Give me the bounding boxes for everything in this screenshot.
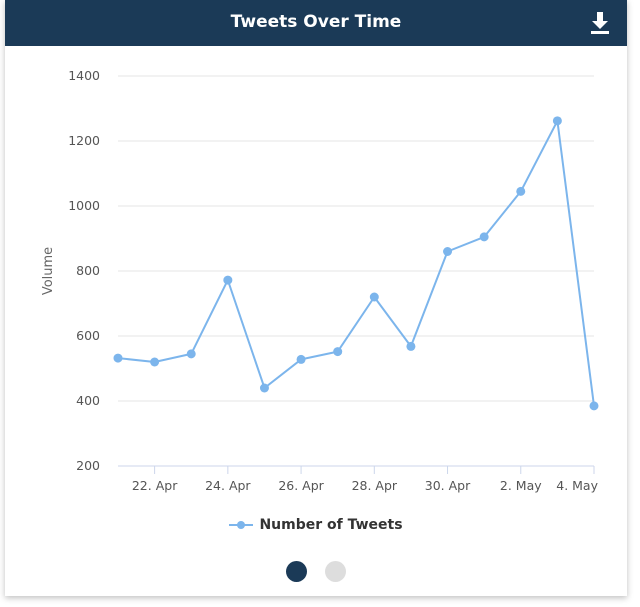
- data-point-2018-04-24[interactable]: [223, 275, 233, 285]
- grid-lines: [118, 75, 594, 467]
- data-point-2018-04-30[interactable]: [443, 247, 453, 256]
- y-tick-label-600: 600: [76, 328, 100, 343]
- line-chart: 200 400 600 800 1000 1200 1400 Volume 22. Apr 24…: [41, 68, 599, 493]
- data-point-2018-04-21[interactable]: [113, 353, 123, 363]
- chart-title: Tweets Over Time: [230, 12, 402, 32]
- series-layer: [113, 116, 599, 411]
- card-header: Tweets Over Time: [5, 0, 627, 46]
- y-tick-label-400: 400: [76, 393, 100, 408]
- pager-dot-1[interactable]: [286, 560, 307, 582]
- x-axis: 22. Apr 24. Apr 26. Apr 28. Apr 30. Apr 2. Ma…: [118, 465, 599, 493]
- x-tick-label: 26. Apr: [278, 478, 324, 493]
- y-axis-title: Volume: [41, 247, 56, 295]
- x-tick-label: 24. Apr: [205, 478, 251, 493]
- data-point-2018-04-27[interactable]: [333, 347, 343, 357]
- x-tick-label: 22. Apr: [132, 478, 178, 493]
- data-point-2018-04-26[interactable]: [296, 354, 306, 364]
- pager: [5, 560, 627, 582]
- data-point-2018-04-22[interactable]: [150, 357, 160, 367]
- legend-label: Number of Tweets: [259, 517, 403, 533]
- y-tick-label-1200: 1200: [68, 133, 100, 148]
- y-axis: 200 400 600 800 1000 1200 1400 Volume: [41, 68, 100, 473]
- y-tick-label-800: 800: [76, 263, 100, 278]
- data-point-2018-05-03[interactable]: [552, 116, 562, 126]
- data-point-2018-05-02[interactable]: [516, 186, 526, 196]
- data-point-2018-05-04[interactable]: [589, 401, 599, 411]
- tweets-over-time-card: Tweets Over Time 200 400 600 800 1000 1200 140…: [5, 0, 627, 596]
- x-tick-label: 30. Apr: [425, 478, 471, 493]
- data-point-2018-04-28[interactable]: [369, 292, 379, 302]
- data-point-2018-04-23[interactable]: [186, 349, 196, 359]
- x-tick-label: 4. May: [556, 478, 598, 493]
- y-tick-label-1400: 1400: [68, 68, 100, 83]
- series-line-number-of-tweets: [117, 119, 595, 407]
- x-tick-label: 28. Apr: [352, 478, 398, 493]
- download-icon[interactable]: [589, 11, 611, 35]
- legend-line-marker-icon: [229, 521, 254, 529]
- y-tick-label-200: 200: [76, 458, 100, 473]
- data-point-2018-04-25[interactable]: [259, 383, 269, 393]
- data-point-2018-05-01[interactable]: [479, 232, 489, 242]
- data-point-2018-04-29[interactable]: [406, 341, 416, 351]
- legend-item-number-of-tweets[interactable]: Number of Tweets: [229, 517, 403, 533]
- pager-dot-2[interactable]: [325, 560, 346, 582]
- x-tick-label: 2. May: [500, 478, 542, 493]
- y-tick-label-1000: 1000: [68, 198, 100, 213]
- chart-legend: Number of Tweets: [5, 514, 627, 536]
